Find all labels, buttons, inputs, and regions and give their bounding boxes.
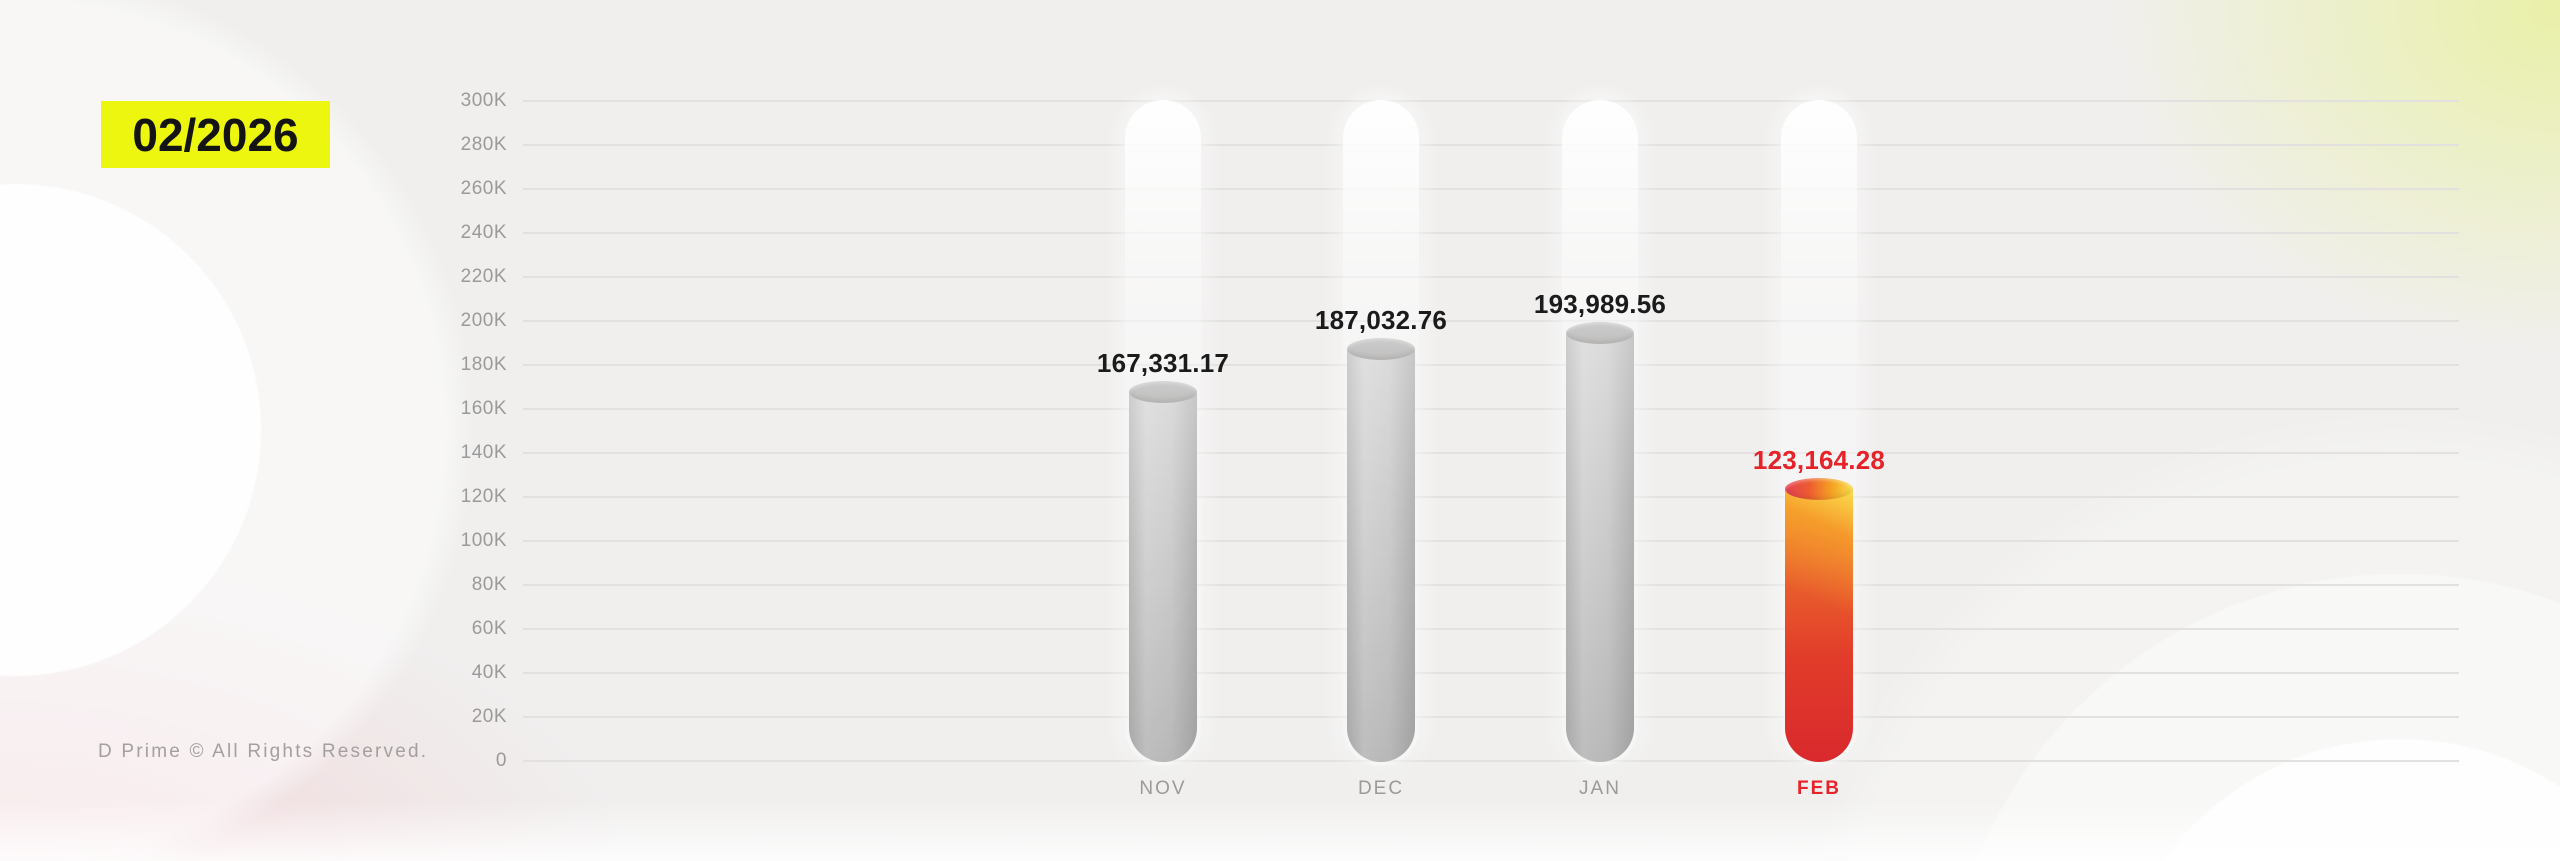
y-axis-tick-120K: 120K [460,486,507,507]
gridline-260K [523,188,2459,190]
value-label-jan: 193,989.56 [1533,289,1667,320]
gridline-100K [523,540,2459,542]
bar-fill-top-dec [1347,337,1415,360]
gridline-220K [523,276,2459,278]
value-label-dec: 187,032.76 [1314,304,1448,335]
gridline-20K [523,716,2459,718]
bar-fill-jan[interactable] [1566,322,1634,762]
y-axis-tick-40K: 40K [471,662,507,683]
y-axis-tick-60K: 60K [471,618,507,639]
period-badge: 02/2026 [101,101,330,168]
bar-fill-nov[interactable] [1129,380,1197,762]
y-axis-tick-20K: 20K [471,706,507,727]
gridline-300K [523,100,2459,102]
gridline-160K [523,408,2459,410]
copyright-text: D Prime © All Rights Reserved. [98,741,429,762]
x-axis-label-nov: NOV [1139,778,1187,799]
x-axis-label-jan: JAN [1579,778,1621,799]
gridline-80K [523,584,2459,586]
gridline-60K [523,628,2459,630]
y-axis-tick-260K: 260K [460,178,507,199]
bar-fill-top-feb [1785,478,1853,501]
gridline-40K [523,672,2459,674]
gridline-140K [523,452,2459,454]
y-axis-tick-200K: 200K [460,310,507,331]
gridline-120K [523,496,2459,498]
bar-fill-top-nov [1129,380,1197,403]
value-label-feb: 123,164.28 [1752,445,1886,476]
y-axis-tick-220K: 220K [460,266,507,287]
bar-fill-dec[interactable] [1347,337,1415,762]
bar-fill-top-jan [1566,322,1634,345]
gridline-240K [523,232,2459,234]
gridline-200K [523,320,2459,322]
y-axis-tick-280K: 280K [460,134,507,155]
y-axis-tick-180K: 180K [460,354,507,375]
y-axis-tick-80K: 80K [471,574,507,595]
value-label-nov: 167,331.17 [1096,347,1230,378]
gridline-280K [523,144,2459,146]
y-axis-tick-300K: 300K [460,90,507,111]
y-axis-tick-100K: 100K [460,530,507,551]
bar-fill-feb[interactable] [1785,478,1853,762]
y-axis-tick-0: 0 [495,750,507,771]
gridline-0 [523,760,2459,762]
x-axis-label-feb: FEB [1797,778,1841,799]
x-axis-label-dec: DEC [1357,778,1405,799]
y-axis-tick-240K: 240K [460,222,507,243]
y-axis-tick-160K: 160K [460,398,507,419]
y-axis-tick-140K: 140K [460,442,507,463]
gridline-180K [523,364,2459,366]
